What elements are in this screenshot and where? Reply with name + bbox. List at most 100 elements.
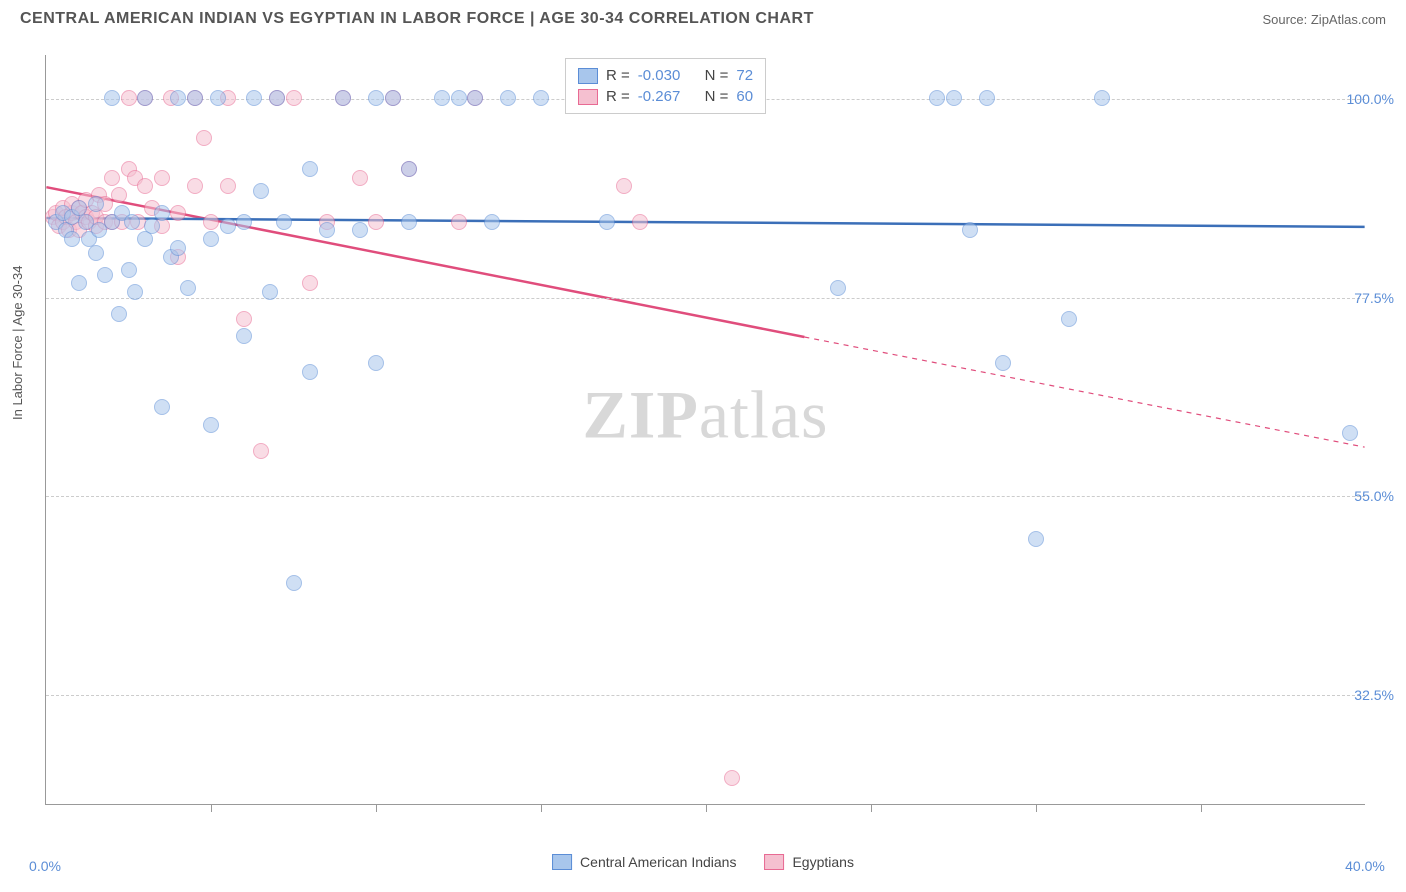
chart-title: CENTRAL AMERICAN INDIAN VS EGYPTIAN IN L… bbox=[20, 10, 814, 28]
data-point bbox=[127, 284, 143, 300]
x-tick-label: 40.0% bbox=[1345, 858, 1385, 874]
data-point bbox=[170, 205, 186, 221]
data-point bbox=[1342, 425, 1358, 441]
legend-swatch bbox=[552, 854, 572, 870]
legend-row: R = -0.267 N = 60 bbox=[578, 86, 753, 107]
x-tick bbox=[871, 804, 872, 812]
series-legend: Central American Indians Egyptians bbox=[552, 854, 854, 870]
data-point bbox=[88, 196, 104, 212]
data-point bbox=[220, 178, 236, 194]
data-point bbox=[724, 770, 740, 786]
data-point bbox=[979, 90, 995, 106]
data-point bbox=[286, 575, 302, 591]
data-point bbox=[104, 170, 120, 186]
data-point bbox=[137, 90, 153, 106]
data-point bbox=[104, 90, 120, 106]
data-point bbox=[210, 90, 226, 106]
data-point bbox=[319, 222, 335, 238]
legend-item: Egyptians bbox=[764, 854, 853, 870]
data-point bbox=[246, 90, 262, 106]
data-point bbox=[1094, 90, 1110, 106]
data-point bbox=[111, 306, 127, 322]
data-point bbox=[88, 245, 104, 261]
data-point bbox=[368, 214, 384, 230]
data-point bbox=[286, 90, 302, 106]
data-point bbox=[1061, 311, 1077, 327]
data-point bbox=[203, 214, 219, 230]
watermark: ZIPatlas bbox=[583, 375, 829, 454]
data-point bbox=[599, 214, 615, 230]
data-point bbox=[929, 90, 945, 106]
gridline bbox=[46, 695, 1365, 696]
legend-swatch bbox=[578, 68, 598, 84]
data-point bbox=[467, 90, 483, 106]
trend-lines-svg bbox=[46, 55, 1365, 804]
data-point bbox=[236, 311, 252, 327]
data-point bbox=[203, 417, 219, 433]
data-point bbox=[368, 355, 384, 371]
data-point bbox=[269, 90, 285, 106]
data-point bbox=[121, 90, 137, 106]
x-tick bbox=[1036, 804, 1037, 812]
gridline bbox=[46, 298, 1365, 299]
data-point bbox=[962, 222, 978, 238]
x-tick bbox=[211, 804, 212, 812]
data-point bbox=[401, 161, 417, 177]
data-point bbox=[170, 240, 186, 256]
data-point bbox=[352, 170, 368, 186]
y-tick-label: 55.0% bbox=[1354, 488, 1394, 504]
y-tick-label: 32.5% bbox=[1354, 687, 1394, 703]
data-point bbox=[616, 178, 632, 194]
data-point bbox=[253, 183, 269, 199]
data-point bbox=[71, 275, 87, 291]
data-point bbox=[236, 214, 252, 230]
data-point bbox=[352, 222, 368, 238]
data-point bbox=[203, 231, 219, 247]
legend-item: Central American Indians bbox=[552, 854, 736, 870]
data-point bbox=[124, 214, 140, 230]
data-point bbox=[302, 364, 318, 380]
x-tick-label: 0.0% bbox=[29, 858, 61, 874]
legend-label: Central American Indians bbox=[580, 854, 736, 870]
data-point bbox=[170, 90, 186, 106]
data-point bbox=[180, 280, 196, 296]
data-point bbox=[830, 280, 846, 296]
data-point bbox=[154, 205, 170, 221]
data-point bbox=[434, 90, 450, 106]
data-point bbox=[1028, 531, 1044, 547]
data-point bbox=[484, 214, 500, 230]
data-point bbox=[220, 218, 236, 234]
data-point bbox=[121, 262, 137, 278]
data-point bbox=[276, 214, 292, 230]
data-point bbox=[154, 399, 170, 415]
data-point bbox=[500, 90, 516, 106]
data-point bbox=[451, 214, 467, 230]
data-point bbox=[995, 355, 1011, 371]
data-point bbox=[137, 178, 153, 194]
data-point bbox=[111, 187, 127, 203]
legend-row: R = -0.030 N = 72 bbox=[578, 65, 753, 86]
x-tick bbox=[1201, 804, 1202, 812]
data-point bbox=[946, 90, 962, 106]
y-tick-label: 100.0% bbox=[1347, 91, 1394, 107]
data-point bbox=[401, 214, 417, 230]
y-axis-label: In Labor Force | Age 30-34 bbox=[10, 266, 25, 420]
data-point bbox=[154, 170, 170, 186]
chart-plot-area: ZIPatlas bbox=[45, 55, 1365, 805]
data-point bbox=[632, 214, 648, 230]
data-point bbox=[533, 90, 549, 106]
gridline bbox=[46, 496, 1365, 497]
x-tick bbox=[541, 804, 542, 812]
data-point bbox=[262, 284, 278, 300]
data-point bbox=[335, 90, 351, 106]
data-point bbox=[368, 90, 384, 106]
legend-label: Egyptians bbox=[792, 854, 853, 870]
data-point bbox=[187, 90, 203, 106]
legend-swatch bbox=[578, 89, 598, 105]
data-point bbox=[385, 90, 401, 106]
data-point bbox=[187, 178, 203, 194]
data-point bbox=[451, 90, 467, 106]
source-label: Source: ZipAtlas.com bbox=[1262, 12, 1386, 27]
legend-swatch bbox=[764, 854, 784, 870]
data-point bbox=[196, 130, 212, 146]
